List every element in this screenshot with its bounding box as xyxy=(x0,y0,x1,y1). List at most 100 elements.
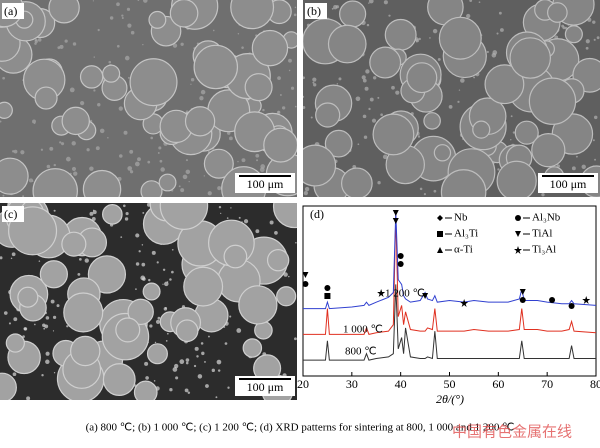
speck xyxy=(57,46,61,50)
speck xyxy=(158,146,162,150)
speck xyxy=(368,107,371,111)
phase-symbol xyxy=(460,299,469,307)
speck xyxy=(218,205,222,209)
speck xyxy=(180,188,185,193)
phase-symbol xyxy=(519,289,526,295)
particle xyxy=(564,25,583,44)
speck xyxy=(224,342,228,345)
speck xyxy=(581,164,586,169)
speck xyxy=(262,108,265,112)
speck xyxy=(380,113,383,117)
speck xyxy=(97,28,100,32)
speck xyxy=(220,212,222,214)
speck xyxy=(56,304,60,308)
speck xyxy=(50,299,55,304)
x-tick-label: 80 xyxy=(590,377,600,391)
legend-label: TiAl xyxy=(532,228,552,240)
particle xyxy=(238,285,278,325)
speck xyxy=(93,56,95,58)
speck xyxy=(123,204,126,208)
speck xyxy=(437,57,441,61)
speck xyxy=(52,330,55,332)
speck xyxy=(419,187,423,191)
speck xyxy=(2,76,5,80)
speck xyxy=(127,76,130,79)
speck xyxy=(142,43,144,46)
speck xyxy=(125,212,129,216)
speck xyxy=(164,307,167,309)
speck xyxy=(86,148,90,152)
speck xyxy=(169,388,173,392)
speck xyxy=(368,2,370,4)
speck xyxy=(592,139,595,142)
speck xyxy=(26,396,31,400)
x-tick-label: 70 xyxy=(541,377,553,391)
particle xyxy=(146,343,168,365)
speck xyxy=(157,316,161,320)
speck xyxy=(116,44,120,48)
scale-label: 100 μm xyxy=(550,177,587,191)
speck xyxy=(255,229,260,234)
speck xyxy=(357,143,360,146)
watermark: 中国有色金属在线 xyxy=(452,423,572,441)
particle xyxy=(133,380,158,400)
speck xyxy=(448,105,453,109)
particle xyxy=(63,292,104,333)
sem-image-a: (a) 100 μm xyxy=(0,0,297,197)
particle xyxy=(34,86,58,110)
speck xyxy=(149,324,153,328)
speck xyxy=(143,0,148,3)
speck xyxy=(182,174,188,180)
speck xyxy=(38,260,41,262)
speck xyxy=(596,36,600,40)
phase-symbol xyxy=(515,215,521,221)
speck xyxy=(288,275,290,278)
speck xyxy=(34,38,38,42)
speck xyxy=(571,166,576,171)
phase-symbol xyxy=(324,285,331,291)
speck xyxy=(0,256,3,260)
particle xyxy=(0,157,29,195)
particle xyxy=(142,282,161,301)
phase-symbol xyxy=(515,231,521,237)
speck xyxy=(510,139,512,141)
speck xyxy=(279,94,282,96)
speck xyxy=(126,7,131,11)
scale-label: 100 μm xyxy=(247,177,284,191)
speck xyxy=(388,14,391,17)
particle xyxy=(438,16,482,60)
phase-symbol xyxy=(549,297,556,303)
speck xyxy=(188,181,190,183)
particle xyxy=(423,112,441,130)
legend-label: Al₃Ti xyxy=(454,228,478,240)
speck xyxy=(207,191,212,196)
speck xyxy=(269,220,274,225)
particle xyxy=(102,203,123,225)
particle xyxy=(384,18,417,51)
speck xyxy=(294,6,297,9)
panel-label: (c) xyxy=(4,207,17,221)
speck xyxy=(303,106,306,110)
particle xyxy=(87,255,127,294)
phase-symbol xyxy=(302,281,309,287)
speck xyxy=(208,335,210,338)
speck xyxy=(256,159,259,162)
speck xyxy=(156,261,159,264)
speck xyxy=(178,185,181,188)
speck xyxy=(34,323,36,326)
speck xyxy=(172,367,178,372)
speck xyxy=(45,316,50,320)
speck xyxy=(196,355,199,358)
speck xyxy=(174,363,179,369)
speck xyxy=(260,164,266,169)
particle xyxy=(315,102,341,128)
speck xyxy=(34,42,37,45)
speck xyxy=(8,322,12,325)
speck xyxy=(492,50,498,55)
speck xyxy=(338,77,342,81)
speck xyxy=(172,43,178,48)
speck xyxy=(107,136,109,139)
speck xyxy=(73,171,78,176)
speck xyxy=(123,130,128,135)
